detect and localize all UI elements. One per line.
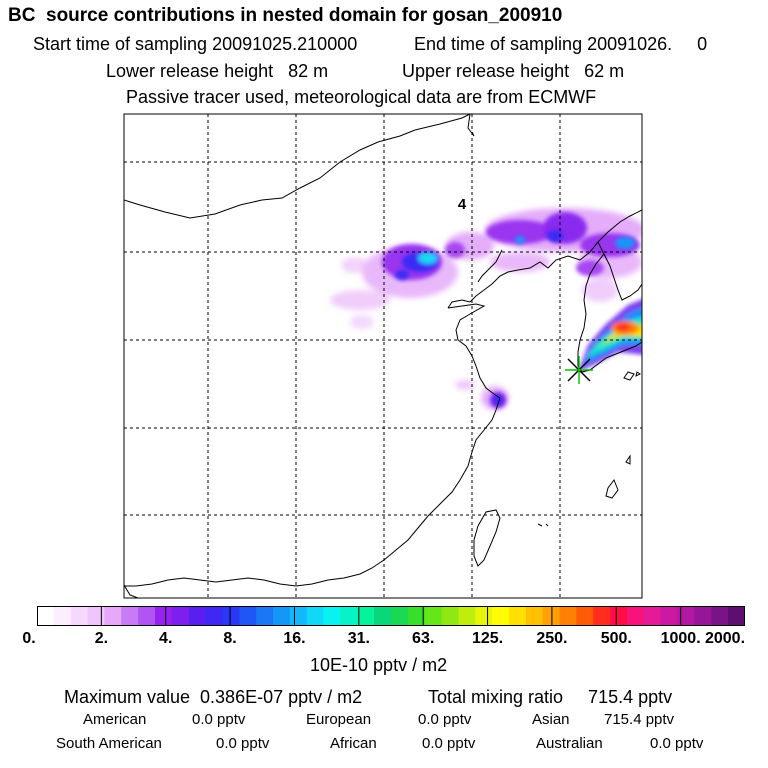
colorbar-cell [492,606,510,626]
colorbar-cell [53,606,72,626]
colorbar-cell [407,606,426,626]
colorbar-cell [70,606,89,626]
receptor-marker-icon [565,356,593,384]
chart-title: BC source contributions in nested domain… [8,5,563,26]
colorbar-cell [559,606,578,626]
start-time-label: Start time of sampling 20091025.210000 [33,34,358,54]
colorbar-tick-label: 250. [536,630,568,647]
colorbar-units: 10E-10 pptv / m2 [310,655,448,675]
plume-layer [330,208,642,410]
colorbar-cell [87,606,106,626]
colorbar-cell [273,606,291,626]
colorbar-cell [289,606,308,626]
colorbar-tick-label: 500. [600,630,632,647]
colorbar-cell [138,606,156,626]
colorbar-cell [188,606,207,626]
region-value: 0.0 pptv [650,735,704,752]
map-label: 4 [458,196,467,213]
region-name: South American [56,735,162,752]
region-name: European [306,711,372,728]
colorbar-tick-label: 63. [412,630,435,647]
colorbar-cell [627,606,645,626]
footprint-map: 4 [123,113,643,599]
colorbar-cell [458,606,476,626]
plume-korea [578,299,642,372]
colorbar-cell [239,606,257,626]
region-name: Australian [536,735,603,752]
plume-medium [382,212,640,408]
colorbar-cell [222,606,240,626]
colorbar-tick-label: 16. [283,630,306,647]
graticule [124,114,642,598]
colorbar-cell [576,606,594,626]
colorbar-tick-label: 4. [159,630,173,647]
colorbar-cell [121,606,139,626]
colorbar-cell [660,606,679,626]
region-name: Asian [532,711,570,728]
colorbar-tick-label: 0. [22,630,36,647]
region-value: 0.0 pptv [418,711,472,728]
tracer-note: Passive tracer used, meteorological data… [126,87,597,107]
colorbar-cell [711,606,729,626]
colorbar-cell [391,606,409,626]
colorbar-cell [424,606,443,626]
colorbar-frame [37,606,745,626]
maximum-value: Maximum value 0.386E-07 pptv / m2 [64,687,363,707]
colorbar-cell [728,606,745,626]
colorbar-cell [171,606,190,626]
colorbar-cell [37,606,55,626]
colorbar-cell [441,606,460,626]
colorbar-cell [306,606,325,626]
region-value: 0.0 pptv [216,735,270,752]
colorbar-cell [509,606,527,626]
colorbar-cell [525,606,544,626]
colorbar-cell [677,606,696,626]
colorbar-cell [256,606,274,626]
upper-release-height: Upper release height 62 m [402,61,625,81]
colorbar-tick-label: 2. [94,630,109,647]
colorbar-cell [357,606,375,626]
colorbar-tick-label: 8. [223,630,237,647]
region-value: 715.4 pptv [604,711,675,728]
region-name: American [83,711,147,728]
plume-high [395,230,635,404]
colorbar-cell [593,606,611,626]
region-value: 0.0 pptv [192,711,246,728]
lower-release-height: Lower release height 82 m [106,61,329,81]
end-time-label: End time of sampling 20091026. 0 [414,34,708,54]
colorbar-cell [155,606,173,626]
colorbar-cell [374,606,392,626]
colorbar-cell [323,606,342,626]
total-mixing-ratio: Total mixing ratio 715.4 pptv [428,687,673,707]
map-background [124,114,642,598]
colorbar-cell [205,606,224,626]
map-frame [123,113,643,599]
colorbar-cell [475,606,493,626]
colorbar-cell [610,606,628,626]
colorbar [37,606,745,626]
colorbar-tick-label: 125. [471,630,504,647]
colorbar-cell [643,606,662,626]
region-value: 0.0 pptv [422,735,476,752]
colorbar-cell [694,606,712,626]
colorbar-tick-label: 1000. [660,630,701,647]
region-name: African [330,735,377,752]
colorbar-cell [340,606,358,626]
colorbar-tick-label: 31. [347,630,370,647]
colorbar-cell [104,606,122,626]
colorbar-tick-label: 2000. [704,630,746,647]
